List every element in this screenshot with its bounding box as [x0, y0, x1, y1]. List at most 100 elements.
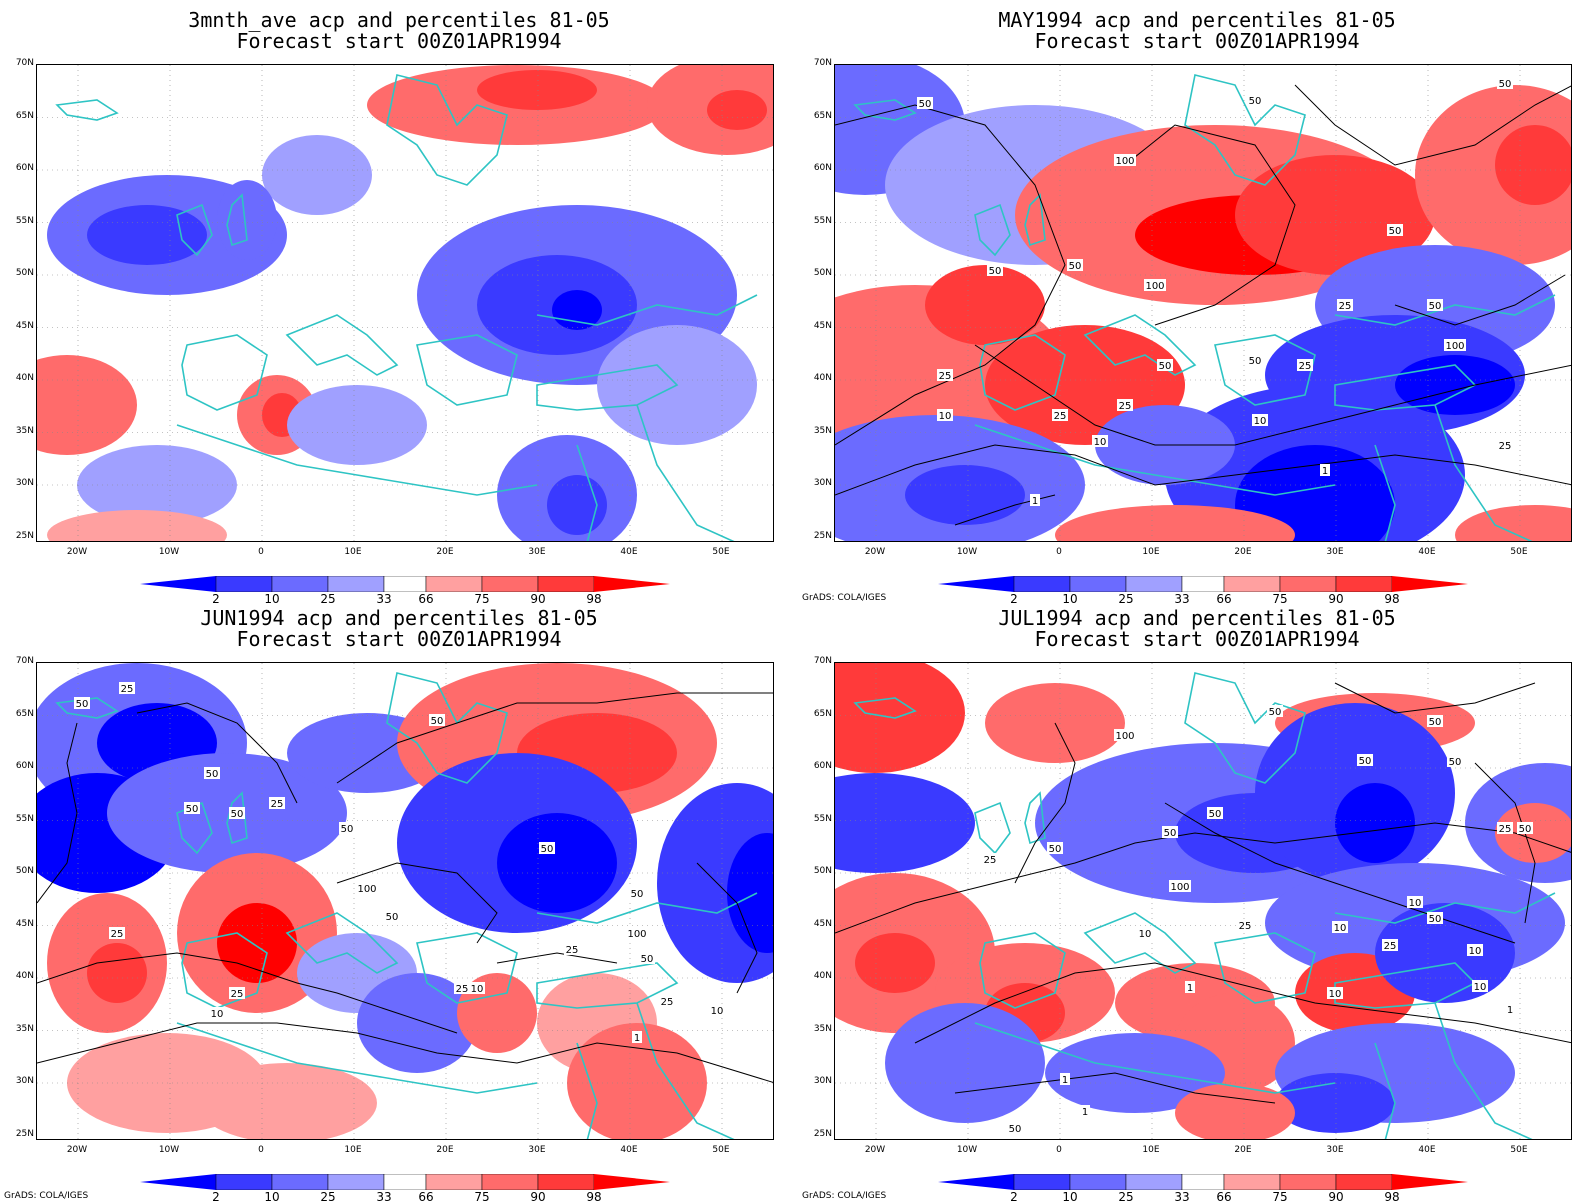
lon-label: 20E — [1234, 1145, 1252, 1155]
colorbar-segment — [1125, 576, 1183, 592]
lat-label: 70N — [15, 58, 34, 68]
svg-text:25: 25 — [456, 984, 469, 995]
svg-text:25: 25 — [1499, 824, 1512, 835]
coastline — [1334, 294, 1556, 326]
contour-label: 50 — [1247, 354, 1263, 367]
shaded-region — [1335, 783, 1415, 863]
shaded-region — [1495, 125, 1571, 205]
svg-text:10: 10 — [211, 1009, 224, 1020]
lat-label: 55N — [813, 813, 832, 824]
lat-label: 50N — [813, 866, 832, 876]
svg-text:50: 50 — [1429, 301, 1442, 312]
lat-label: 25N — [813, 530, 832, 541]
svg-text:25: 25 — [1299, 361, 1312, 372]
contour-label: 10 — [1092, 435, 1108, 448]
coastline — [1374, 1042, 1396, 1139]
panel-subtitle: Forecast start 00Z01APR1994 — [236, 627, 562, 651]
lon-label: 10W — [158, 1145, 180, 1155]
colorbar-label: 75 — [474, 1190, 490, 1204]
contour-label: 25 — [109, 927, 125, 940]
contour-line — [835, 444, 1571, 496]
colorbar-segment — [425, 576, 483, 592]
contour-label: 100 — [1444, 339, 1466, 352]
colorbar-segment — [594, 1174, 670, 1190]
coastline — [974, 203, 1011, 257]
contour-label: 50 — [1047, 842, 1063, 855]
panel-jul: JUL1994 acp and percentiles 81-05 Foreca… — [798, 598, 1596, 1204]
contour-label: 50 — [1267, 705, 1283, 718]
svg-text:50: 50 — [1159, 361, 1172, 372]
shaded-region — [262, 135, 372, 215]
lat-label: 40N — [813, 373, 832, 383]
coastline — [416, 334, 518, 406]
lon-label: 40E — [1418, 547, 1436, 557]
contour-label: 50 — [1517, 822, 1533, 835]
colorbar-label: 98 — [586, 592, 602, 606]
coastline — [1374, 444, 1396, 541]
lat-label: 30N — [15, 478, 34, 488]
coastline — [416, 932, 518, 1004]
shaded-region — [1045, 1033, 1225, 1113]
svg-text:25: 25 — [661, 997, 674, 1008]
percentile-map: 50 100 50 50 50 50 50 25 100 50 25 50 10 10 25 10 10 1 1 1 1… — [835, 663, 1571, 1139]
lon-label: 40E — [620, 547, 638, 557]
colorbar-label: 33 — [376, 1190, 392, 1204]
svg-text:50: 50 — [1429, 914, 1442, 925]
coastline — [1214, 334, 1316, 406]
colorbar — [938, 576, 1468, 592]
colorbar-segment — [537, 1174, 595, 1190]
coastline — [226, 791, 248, 845]
svg-text:25: 25 — [566, 945, 579, 956]
panel-3month: 3mnth_ave acp and percentiles 81-05 Fore… — [0, 0, 798, 606]
lat-label: 55N — [15, 215, 34, 226]
colorbar-segment — [1069, 576, 1127, 592]
contour-label: 1 — [632, 1031, 642, 1044]
coastline — [979, 334, 1066, 411]
contour-label: 10 — [209, 1007, 225, 1020]
colorbar-segment — [140, 576, 216, 592]
svg-text:100: 100 — [1115, 731, 1134, 742]
svg-text:50: 50 — [1359, 756, 1372, 767]
contour-line — [496, 952, 618, 964]
colorbar-segment — [537, 576, 595, 592]
colorbar — [938, 1174, 1468, 1190]
shaded-region — [855, 933, 935, 993]
svg-text:10: 10 — [711, 1006, 724, 1017]
contour-line — [954, 1072, 1276, 1104]
svg-text:50: 50 — [76, 699, 89, 710]
contour-line — [1294, 84, 1571, 166]
shaded-region — [197, 1063, 377, 1139]
colorbar-segment — [1013, 1174, 1071, 1190]
svg-text:25: 25 — [939, 371, 952, 382]
contour-label: 10 — [1472, 980, 1488, 993]
coastline — [536, 962, 679, 1009]
colorbar-segment — [481, 576, 539, 592]
coastline — [1334, 364, 1477, 411]
contour-label: 1 — [1080, 1105, 1090, 1118]
contour-label: 10 — [937, 409, 953, 422]
coastline — [974, 801, 1011, 855]
lon-label: 20E — [436, 1145, 454, 1155]
svg-text:25: 25 — [271, 799, 284, 810]
contour-label: 100 — [1169, 880, 1191, 893]
coastline — [1214, 932, 1316, 1004]
svg-text:1: 1 — [1322, 466, 1328, 477]
contour-label: 50 — [1447, 755, 1463, 768]
lon-label: 50E — [1510, 1145, 1528, 1155]
contour-label: 25 — [1297, 359, 1313, 372]
shaded-region — [1275, 1073, 1395, 1133]
colorbar — [140, 576, 670, 592]
contour-label: 25 — [1337, 299, 1353, 312]
colorbar-label: 2 — [212, 1190, 220, 1204]
svg-text:50: 50 — [1069, 261, 1082, 272]
colorbar-label: 90 — [530, 592, 546, 606]
colorbar-label: 98 — [1384, 1190, 1400, 1204]
shaded-region — [1235, 155, 1435, 275]
contour-line — [37, 952, 458, 1034]
svg-text:50: 50 — [186, 804, 199, 815]
svg-text:50: 50 — [1164, 828, 1177, 839]
coastline — [1083, 912, 1197, 974]
colorbar-segment — [140, 1174, 216, 1190]
lat-label: 70N — [15, 656, 34, 666]
coastline — [176, 1022, 538, 1094]
